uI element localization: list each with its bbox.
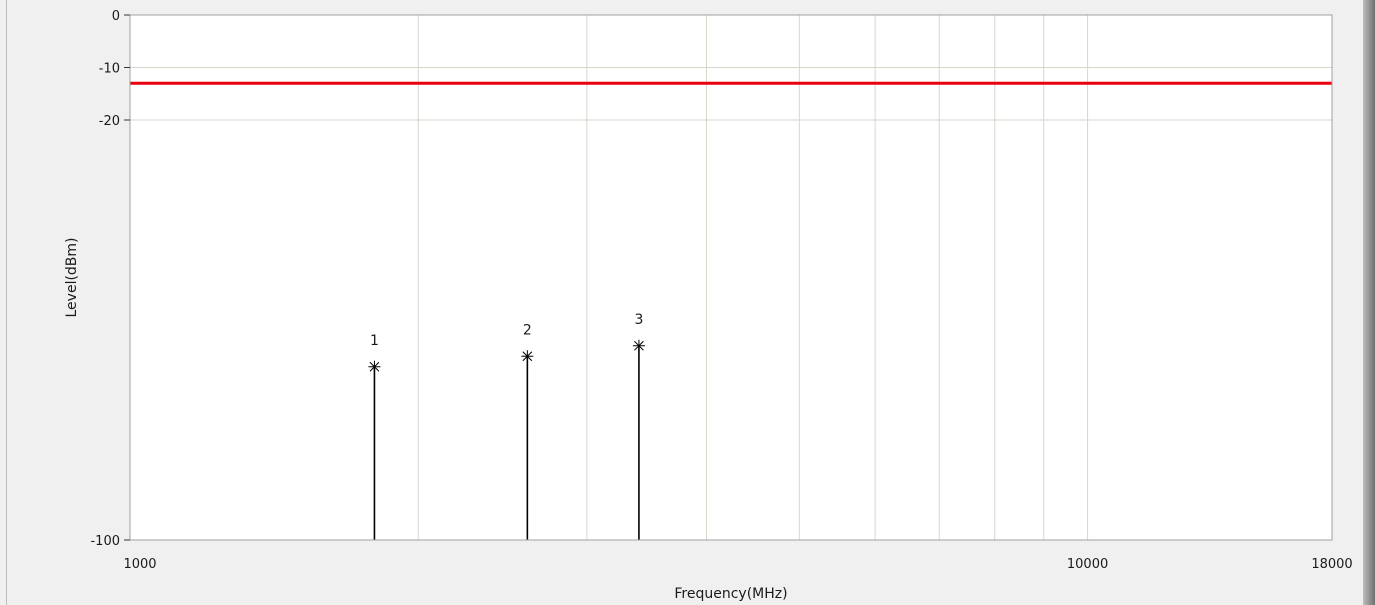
y-tick-label: -100 bbox=[90, 534, 120, 549]
marker-star-stroke bbox=[634, 340, 644, 351]
marker-label-1: 1 bbox=[370, 333, 379, 349]
marker-stems: 1 2 3 bbox=[368, 312, 645, 540]
x-tick-label: 10000 bbox=[1067, 557, 1108, 572]
marker-star-stroke bbox=[522, 351, 533, 362]
y-tick-label: -20 bbox=[99, 114, 120, 129]
x-axis-ticks: 1000 10000 18000 bbox=[123, 557, 1352, 572]
plot-area bbox=[130, 15, 1332, 540]
grid bbox=[130, 15, 1332, 540]
marker-point-2 bbox=[521, 350, 534, 363]
panel-edge bbox=[1363, 0, 1375, 605]
y-axis-label: Level(dBm) bbox=[64, 237, 80, 317]
x-axis-label: Frequency(MHz) bbox=[674, 586, 787, 602]
marker-label-2: 2 bbox=[523, 322, 532, 338]
x-tick-label: 18000 bbox=[1311, 557, 1352, 572]
marker-star-stroke bbox=[369, 361, 380, 372]
y-tick-label: 0 bbox=[112, 9, 120, 24]
y-axis-ticks: 0 -10 -20 -100 bbox=[90, 9, 130, 549]
x-tick-label: 1000 bbox=[123, 557, 156, 572]
marker-label-3: 3 bbox=[634, 312, 643, 328]
y-tick-label: -10 bbox=[99, 62, 120, 77]
marker-point-3 bbox=[632, 339, 645, 352]
marker-point-1 bbox=[368, 360, 381, 373]
plot-border bbox=[129, 14, 1333, 541]
